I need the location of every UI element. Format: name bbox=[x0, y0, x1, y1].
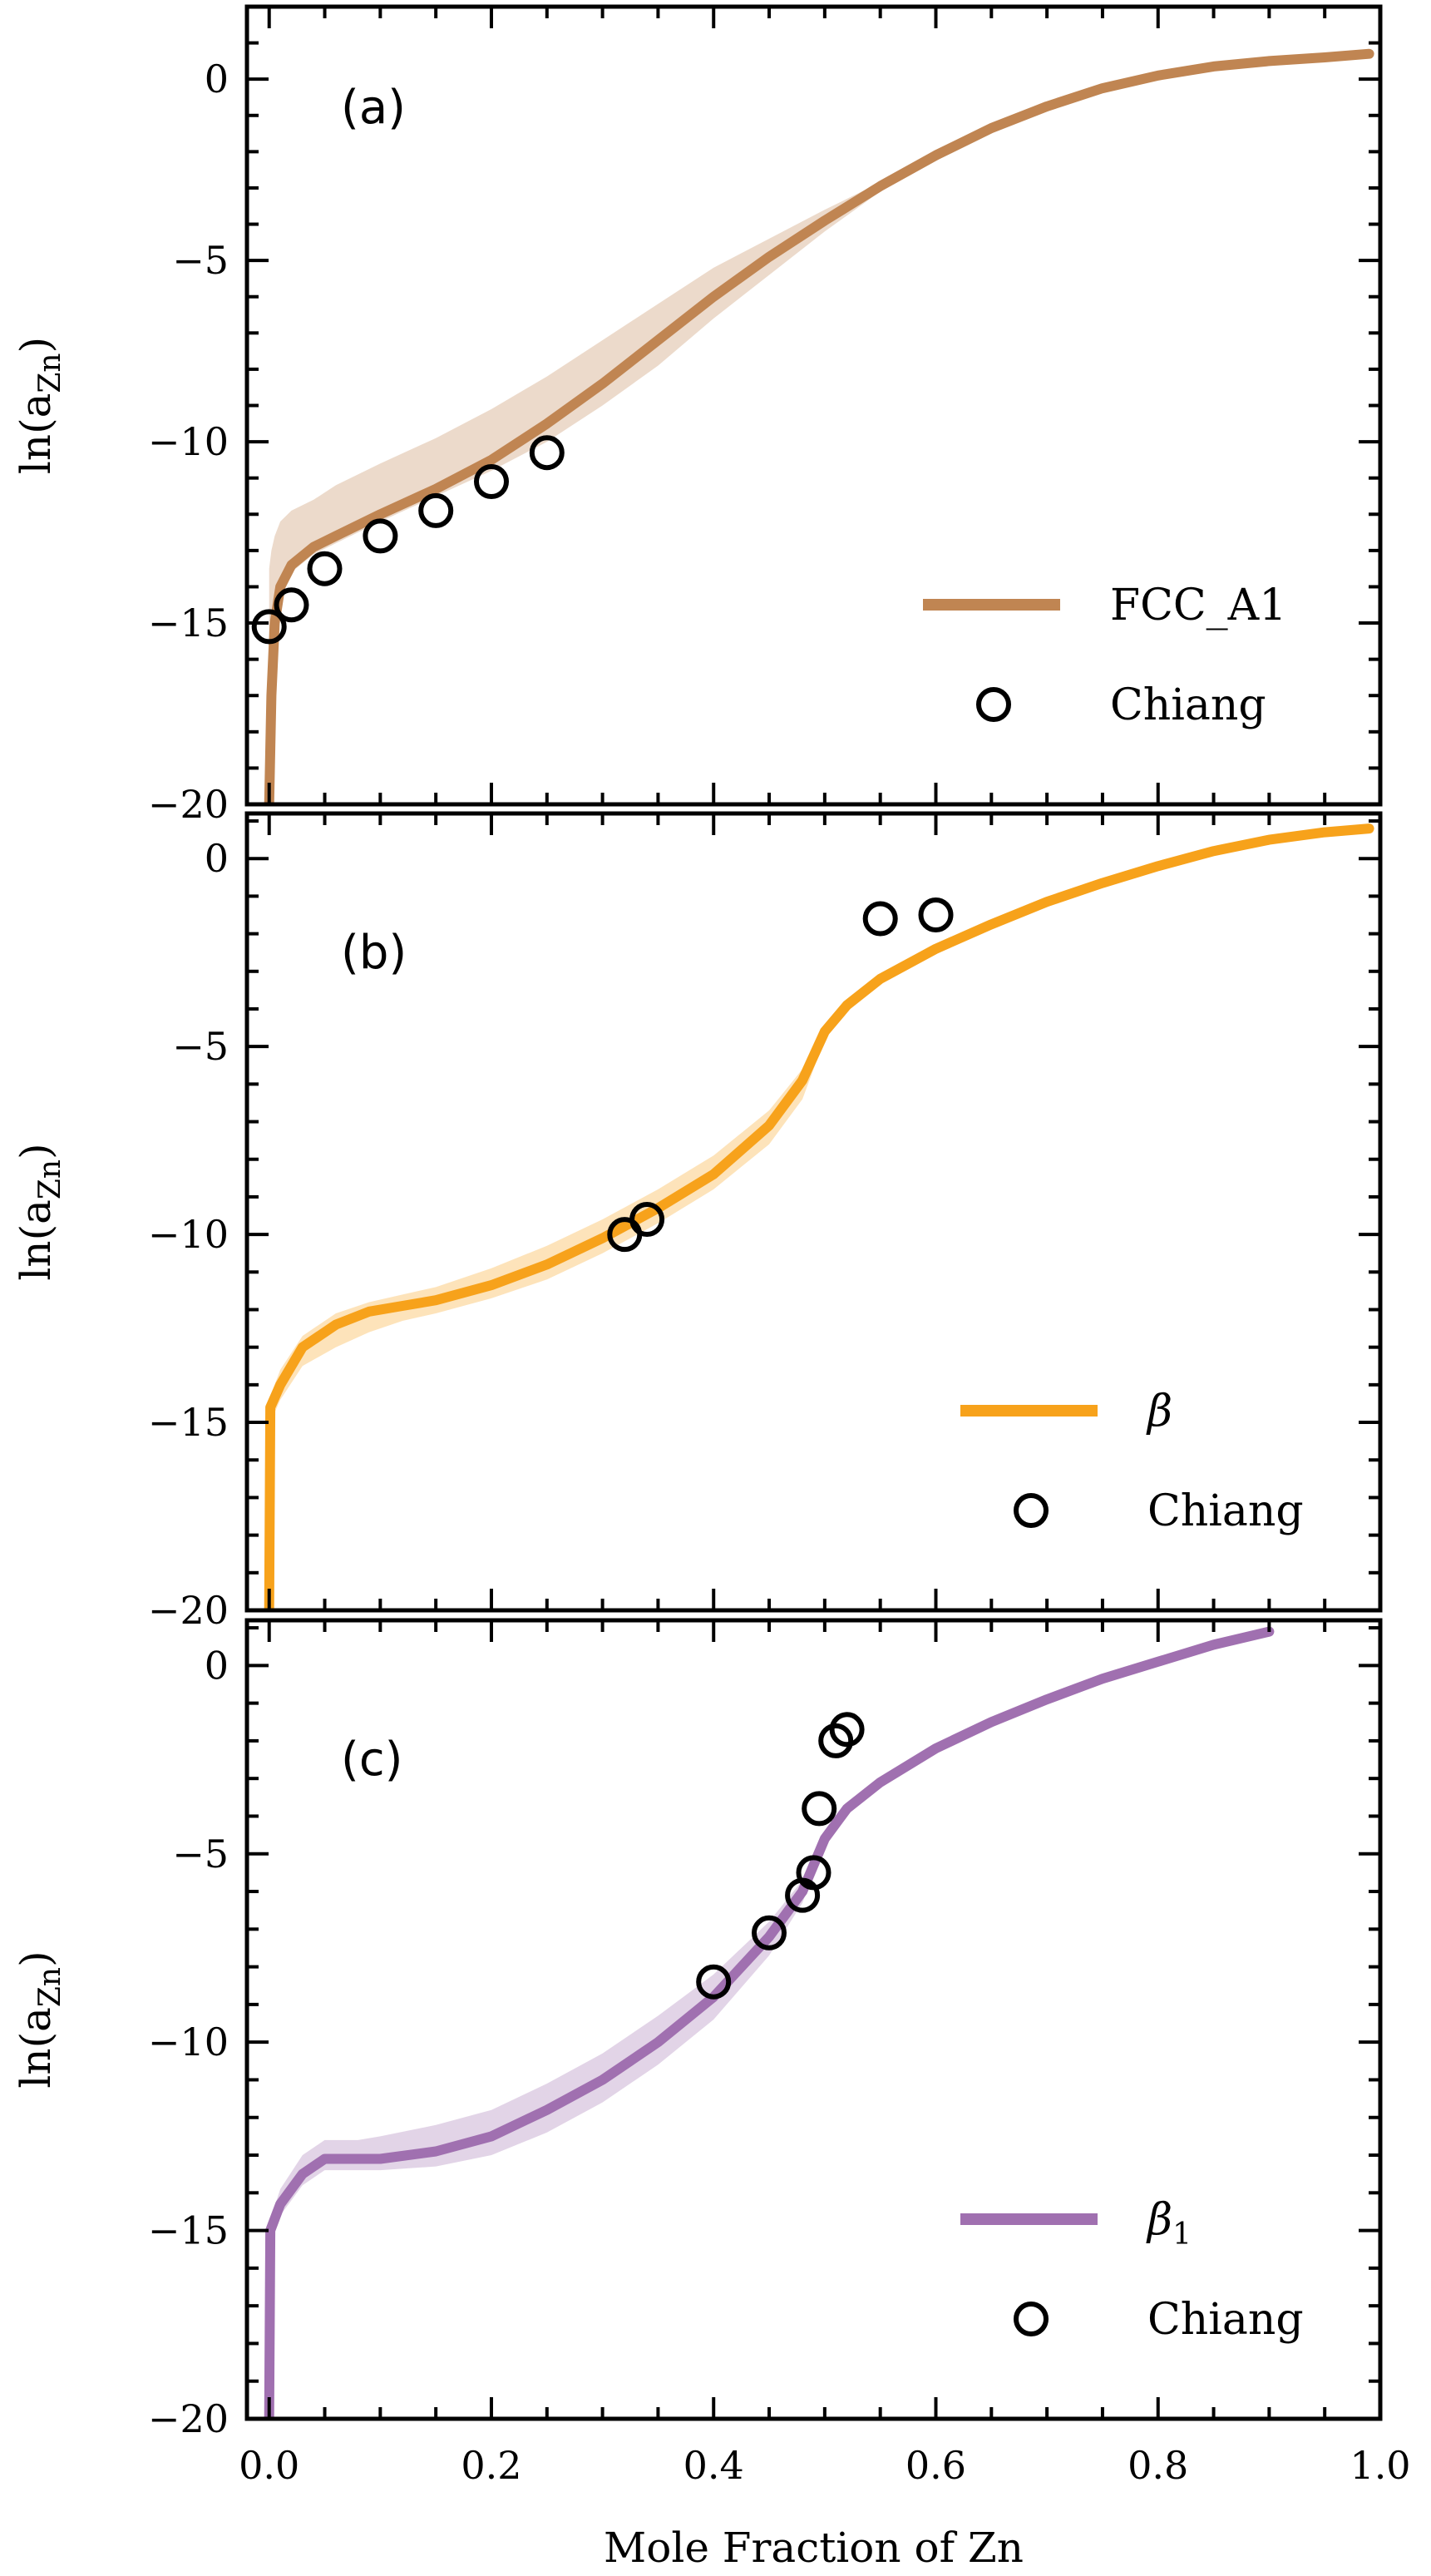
y-axis-label: ln(aZn) bbox=[12, 1143, 67, 1280]
y-tick-label: −5 bbox=[172, 1024, 229, 1069]
legend-label: Chiang bbox=[1110, 680, 1266, 730]
axes-frame bbox=[244, 811, 1383, 1613]
data-point bbox=[829, 1712, 865, 1748]
x-axis-label: Mole Fraction of Zn bbox=[604, 2524, 1024, 2572]
series-line bbox=[264, 1626, 1275, 2419]
y-tick-label: −20 bbox=[148, 782, 229, 827]
y-tick-label: −20 bbox=[148, 1588, 229, 1633]
x-tick-label: 1.0 bbox=[1350, 2443, 1410, 2488]
data-point bbox=[796, 1855, 831, 1891]
data-point bbox=[802, 1791, 837, 1827]
data-point bbox=[363, 518, 398, 554]
x-tick-labels: 0.0 0.2 0.4 0.6 0.8 1.0 bbox=[239, 2443, 1410, 2488]
legend-marker-swatch bbox=[1014, 2302, 1049, 2336]
y-tick-label: 0 bbox=[205, 836, 229, 881]
y-tick-label: −10 bbox=[148, 1212, 229, 1257]
data-point bbox=[818, 1723, 854, 1758]
data-point bbox=[474, 464, 509, 499]
data-point bbox=[696, 1964, 732, 2000]
data-point bbox=[418, 492, 454, 528]
panel-label: (b) bbox=[341, 926, 407, 980]
y-tick-label: 0 bbox=[205, 57, 229, 101]
panel-c: 0 −5 −10 −15 −20 (c) ln(aZn) β1 Chiang bbox=[12, 1618, 1383, 2441]
panel-label: (a) bbox=[341, 81, 406, 135]
uncertainty-band bbox=[269, 1629, 1270, 2419]
x-tick-label: 0.0 bbox=[239, 2443, 299, 2488]
legend-label: β bbox=[1146, 1387, 1172, 1436]
data-point bbox=[629, 1202, 665, 1237]
legend-marker-swatch bbox=[1014, 1493, 1049, 1528]
y-tick-label: −10 bbox=[148, 2020, 229, 2064]
plot-area bbox=[264, 823, 1374, 1610]
y-tick-label: −10 bbox=[148, 419, 229, 464]
y-axis-label: ln(aZn) bbox=[12, 1951, 67, 2088]
y-tick-label: −15 bbox=[148, 1400, 229, 1445]
x-tick-label: 0.8 bbox=[1128, 2443, 1188, 2488]
y-tick-label: −20 bbox=[148, 2396, 229, 2441]
data-point bbox=[862, 901, 898, 937]
legend-marker-swatch bbox=[976, 687, 1011, 722]
x-tick-label: 0.6 bbox=[905, 2443, 966, 2488]
panel-label: (c) bbox=[341, 1733, 402, 1787]
data-point bbox=[307, 551, 343, 586]
plot-area bbox=[264, 48, 1374, 804]
legend-label: Chiang bbox=[1147, 1486, 1304, 1536]
data-point bbox=[918, 897, 954, 932]
legend: β Chiang bbox=[960, 1387, 1304, 1536]
axes-frame bbox=[244, 1618, 1383, 2421]
y-tick-label: −15 bbox=[148, 2208, 229, 2253]
data-point bbox=[274, 587, 309, 623]
legend-label: Chiang bbox=[1147, 2295, 1304, 2345]
legend-label: β1 bbox=[1146, 2195, 1192, 2252]
y-tick-label: 0 bbox=[205, 1643, 229, 1688]
legend-label: FCC_A1 bbox=[1110, 581, 1286, 630]
uncertainty-band bbox=[269, 52, 1369, 804]
y-tick-label: −15 bbox=[148, 601, 229, 645]
panel-b: 0 −5 −10 −15 −20 (b) ln(aZn) β Chiang bbox=[12, 811, 1383, 1633]
plot-area bbox=[264, 1626, 1275, 2419]
legend: β1 Chiang bbox=[960, 2195, 1304, 2345]
data-point bbox=[752, 1915, 787, 1951]
legend: FCC_A1 Chiang bbox=[923, 581, 1286, 730]
series-line bbox=[264, 823, 1374, 1610]
y-tick-label: −5 bbox=[172, 238, 229, 283]
y-axis-label: ln(aZn) bbox=[12, 337, 67, 474]
panel-a: 0 −5 −10 −15 −20 (a) ln(aZn) FCC_A1 Chiang bbox=[12, 4, 1383, 827]
data-point bbox=[251, 609, 287, 645]
data-point bbox=[529, 435, 565, 471]
series-line bbox=[264, 48, 1374, 804]
x-tick-label: 0.2 bbox=[461, 2443, 521, 2488]
x-tick-label: 0.4 bbox=[683, 2443, 744, 2488]
y-tick-label: −5 bbox=[172, 1832, 229, 1876]
